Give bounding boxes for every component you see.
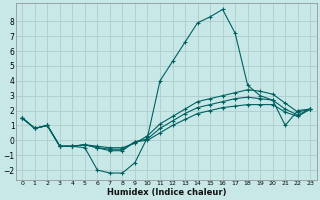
X-axis label: Humidex (Indice chaleur): Humidex (Indice chaleur) (107, 188, 226, 197)
